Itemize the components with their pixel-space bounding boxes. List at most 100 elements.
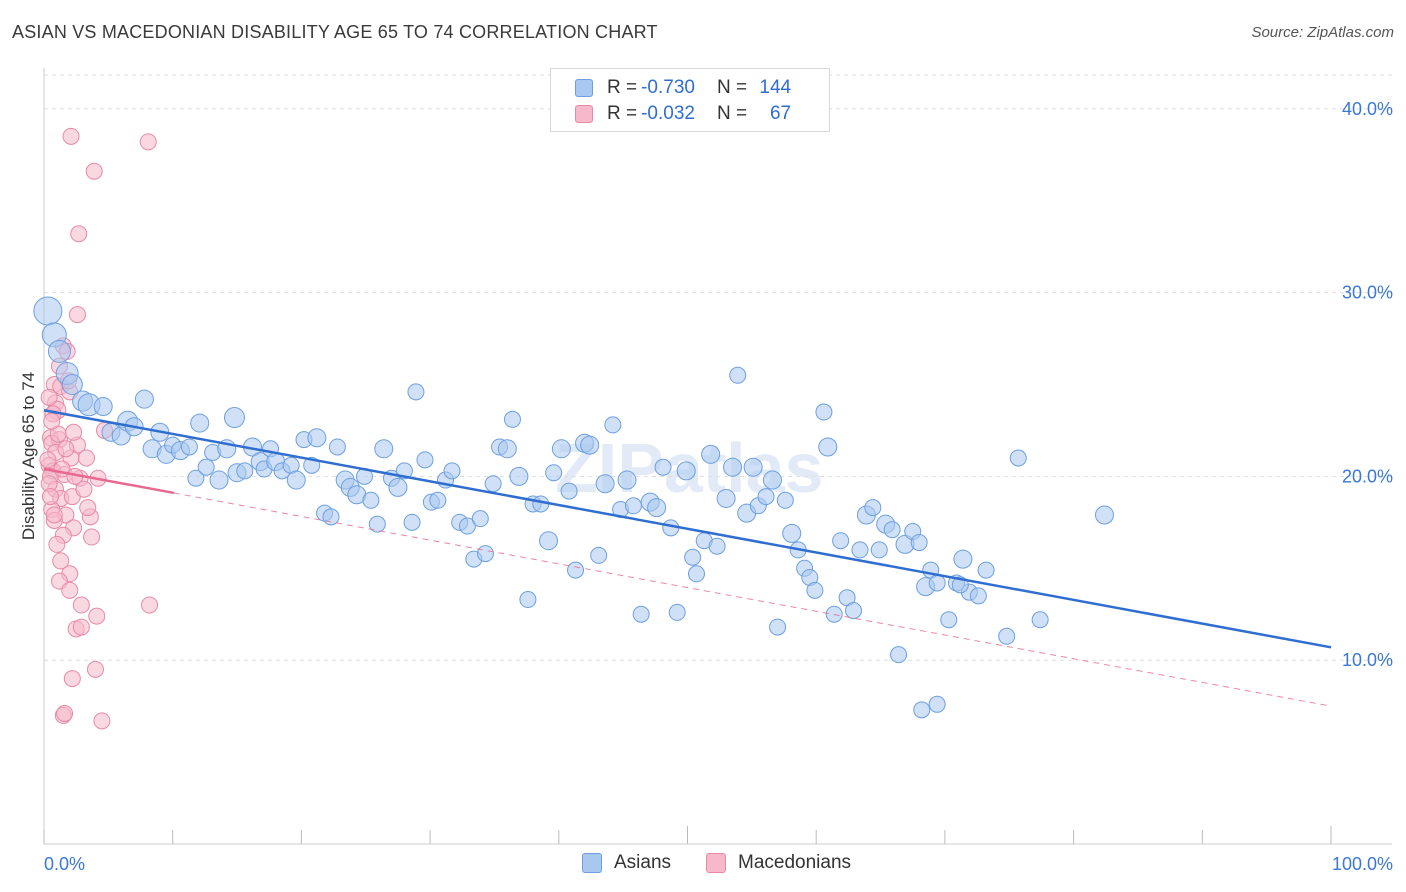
series-legend: Asians Macedonians [0, 852, 1406, 876]
asian-point [93, 397, 113, 417]
asian-point [503, 410, 521, 428]
asian-point [910, 534, 928, 552]
asian-point [286, 470, 306, 490]
asian-point [476, 545, 494, 563]
asian-point [134, 389, 154, 409]
asian-point [769, 618, 787, 636]
gridlines [44, 74, 1392, 661]
macedonian-point [45, 506, 63, 524]
n-label: N = [716, 77, 748, 98]
asian-point [998, 627, 1016, 645]
x-tick-label: 0.0% [44, 854, 85, 874]
asian-point [190, 413, 210, 433]
asian-point [851, 541, 869, 559]
asian-point [180, 438, 198, 456]
macedonian-point [48, 535, 66, 553]
asian-point [509, 466, 529, 486]
asian-point [928, 695, 946, 713]
asian-point [388, 477, 408, 497]
asian-point [776, 491, 794, 509]
asian-point [560, 482, 578, 500]
y-tick-label: 10.0% [1342, 650, 1393, 670]
macedonians-swatch [706, 853, 726, 873]
macedonian-point [61, 581, 79, 599]
asian-point [806, 581, 824, 599]
asian-point [977, 561, 995, 579]
n-label: N = [716, 103, 748, 124]
asian-point [1094, 505, 1114, 525]
macedonians-points [39, 127, 159, 730]
macedonian-point [88, 607, 106, 625]
asian-point [539, 531, 559, 551]
asian-point [416, 451, 434, 469]
r-label: R = [607, 77, 638, 98]
asian-point [197, 458, 215, 476]
y-tick-label: 30.0% [1342, 283, 1393, 303]
asian-point [845, 602, 863, 620]
trend-lines [43, 408, 1332, 707]
asian-point [624, 497, 642, 515]
asian-point [815, 403, 833, 421]
macedonian-point [72, 596, 90, 614]
asians-swatch [575, 79, 593, 97]
n-value: 67 [769, 103, 792, 124]
asian-point [551, 439, 571, 459]
asian-point [374, 439, 394, 459]
macedonian-point [62, 127, 80, 145]
asian-point [187, 469, 205, 487]
legend-row-asians: R = -0.730 N = 144 [575, 76, 791, 100]
macedonian-point [83, 528, 101, 546]
asian-point [940, 611, 958, 629]
r-value: -0.032 [641, 103, 695, 124]
asian-point [403, 513, 421, 531]
y-tick-label: 20.0% [1342, 466, 1393, 486]
asian-point [328, 438, 346, 456]
asian-point [913, 701, 931, 719]
legend-label-asians: Asians [614, 852, 672, 873]
asian-point [632, 605, 650, 623]
asian-point [762, 470, 782, 490]
asian-point [407, 383, 425, 401]
asian-point [883, 521, 901, 539]
asian-point [676, 461, 696, 481]
asian-point [723, 457, 743, 477]
asian-point [209, 470, 229, 490]
asian-point [647, 498, 667, 518]
y-tick-label: 40.0% [1342, 99, 1393, 119]
asian-point [223, 407, 245, 429]
asian-point [969, 587, 987, 605]
asian-point [818, 437, 838, 457]
asian-point [864, 499, 882, 517]
legend-item-asians[interactable]: Asians [582, 852, 671, 874]
asian-point [617, 470, 637, 490]
macedonian-point [63, 670, 81, 688]
asian-point [580, 435, 600, 455]
asian-point [729, 366, 747, 384]
asian-point [595, 474, 615, 494]
macedonian-point [141, 596, 159, 614]
macedonians-trend-extension [43, 468, 1332, 707]
asian-point [545, 464, 563, 482]
asian-point [654, 458, 672, 476]
asian-point [47, 339, 71, 363]
asians-trend-line [43, 408, 1332, 649]
macedonian-point [77, 449, 95, 467]
asian-point [870, 541, 888, 559]
axis-labels: 10.0% 20.0% 30.0% 40.0% 0.0% 100.0% Disability… [19, 99, 1393, 874]
macedonian-point [75, 480, 93, 498]
macedonian-point [139, 133, 157, 151]
asian-point [688, 565, 706, 583]
asian-point [716, 488, 736, 508]
asian-point [519, 591, 537, 609]
macedonian-point [72, 618, 90, 636]
asian-point [362, 491, 380, 509]
asian-point [928, 574, 946, 592]
macedonian-point [43, 412, 61, 430]
macedonians-swatch [575, 105, 593, 123]
asian-point [1009, 449, 1027, 467]
legend-item-macedonians[interactable]: Macedonians [706, 852, 851, 874]
macedonians-trend-line [43, 467, 175, 495]
macedonian-point [39, 451, 57, 469]
asian-point [236, 462, 254, 480]
